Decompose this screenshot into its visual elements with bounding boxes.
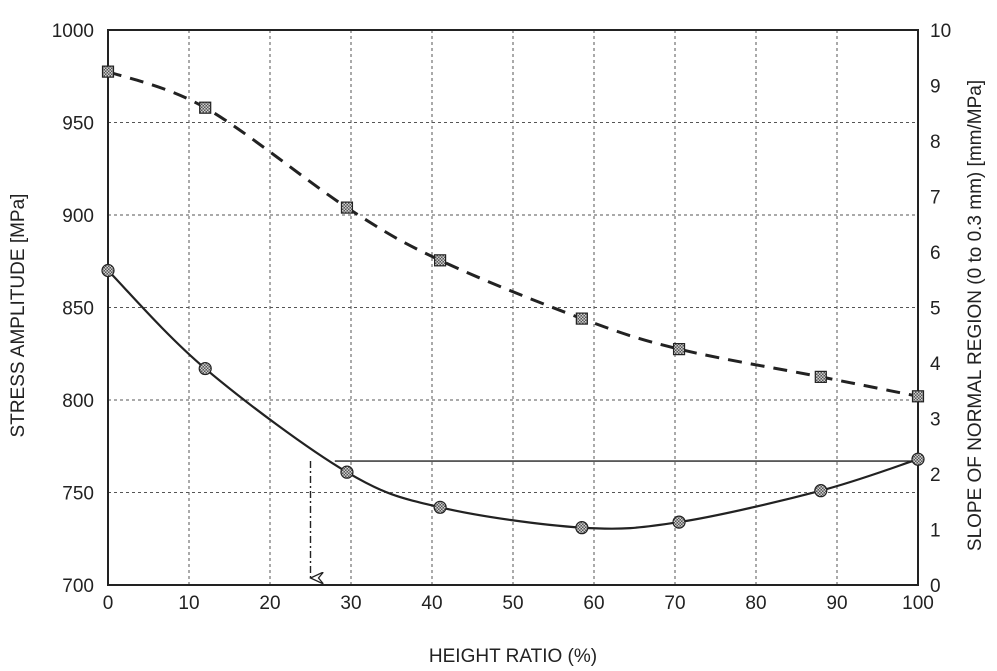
data-point-square [576, 313, 587, 324]
x-axis-title: HEIGHT RATIO (%) [429, 646, 597, 667]
data-point-square [103, 66, 114, 77]
data-point-circle [576, 522, 588, 534]
y-left-axis-title: STRESS AMPLITUDE [MPa] [8, 194, 29, 438]
x-tick-label: 70 [664, 593, 685, 614]
data-point-circle [199, 363, 211, 375]
x-tick-label: 20 [259, 593, 280, 614]
y-left-tick-label: 750 [62, 484, 94, 505]
x-tick-labels: 0102030405060708090100 [103, 593, 934, 614]
x-tick-label: 50 [502, 593, 523, 614]
data-point-square [435, 255, 446, 266]
y-right-tick-label: 1 [930, 521, 941, 542]
y-right-tick-labels: 0 1 2 3 4 5 6 7 8 9 10 [930, 21, 951, 597]
data-point-circle [434, 501, 446, 513]
y-right-tick-label: 9 [930, 77, 941, 98]
x-tick-label: 30 [340, 593, 361, 614]
y-right-tick-label: 2 [930, 465, 941, 486]
y-left-tick-label: 850 [62, 299, 94, 320]
data-point-circle [815, 485, 827, 497]
y-left-tick-labels: 700 750 800 850 900 950 1000 [52, 21, 94, 597]
y-right-tick-label: 3 [930, 410, 941, 431]
x-tick-label: 80 [745, 593, 766, 614]
y-right-tick-label: 4 [930, 354, 941, 375]
grid-lines [108, 30, 918, 585]
y-left-tick-label: 700 [62, 576, 94, 597]
data-point-square [674, 344, 685, 355]
y-left-tick-label: 1000 [52, 21, 94, 42]
y-left-tick-label: 900 [62, 206, 94, 227]
y-right-tick-label: 6 [930, 243, 941, 264]
data-point-square [913, 391, 924, 402]
y-right-tick-label: 0 [930, 576, 941, 597]
x-tick-label: 60 [583, 593, 604, 614]
y-right-tick-label: 10 [930, 21, 951, 42]
data-point-circle [912, 453, 924, 465]
x-tick-label: 0 [103, 593, 114, 614]
data-point-square [200, 102, 211, 113]
y-left-tick-label: 950 [62, 114, 94, 135]
annotation [311, 461, 919, 578]
y-left-tick-label: 800 [62, 391, 94, 412]
y-right-tick-label: 5 [930, 299, 941, 320]
data-point-square [815, 371, 826, 382]
x-tick-label: 10 [178, 593, 199, 614]
y-right-tick-label: 7 [930, 188, 941, 209]
y-right-tick-label: 8 [930, 132, 941, 153]
data-point-circle [673, 516, 685, 528]
y-right-axis-title: SLOPE OF NORMAL REGION (0 to 0.3 mm) [mm… [965, 80, 986, 551]
data-point-circle [341, 466, 353, 478]
x-tick-label: 90 [826, 593, 847, 614]
x-tick-label: 40 [421, 593, 442, 614]
data-point-circle [102, 265, 114, 277]
data-point-square [341, 202, 352, 213]
